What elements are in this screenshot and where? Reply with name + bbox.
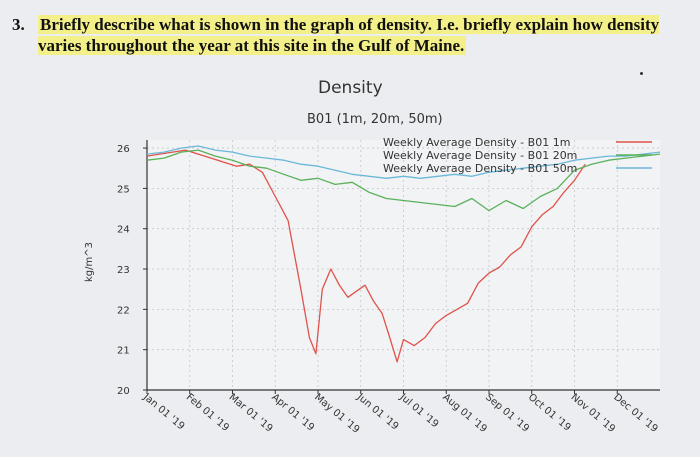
grid-lines [147, 140, 660, 390]
y-tick-label: 21 [117, 346, 130, 357]
x-tick-label: Mar 01 '19 [227, 392, 275, 435]
x-tick-label: Apr 01 '19 [269, 392, 316, 434]
x-tick-label: Oct 01 '19 [526, 392, 573, 434]
series-line-3 [146, 145, 661, 179]
y-tick-label: 23 [117, 265, 130, 276]
series-line-1 [146, 149, 586, 363]
x-tick-label: Jan 01 '19 [140, 391, 186, 432]
x-tick-label: Dec 01 '19 [611, 392, 659, 435]
question-number: 3. [12, 15, 25, 34]
legend-label-1: Weekly Average Density - B01 1m [383, 136, 570, 149]
legend-label-3: Weekly Average Density - B01 50m [383, 162, 577, 175]
series-line-2 [146, 149, 661, 212]
x-tick-label: Jul 01 '19 [397, 391, 441, 430]
x-tick-label: Feb 01 '19 [184, 392, 231, 434]
y-tick-label: 24 [117, 225, 130, 236]
x-tick-label: Nov 01 '19 [569, 392, 617, 435]
y-tick-label: 22 [117, 305, 130, 316]
y-axis-label: kg/m^3 [84, 242, 95, 282]
y-tick-label: 26 [117, 144, 130, 155]
legend-label-2: Weekly Average Density - B01 20m [383, 149, 577, 162]
series-lines [146, 145, 661, 363]
y-tick-label: 25 [117, 184, 130, 195]
question-text-wrapper: Briefly describe what is shown in the gr… [38, 14, 688, 56]
x-tick-label: May 01 '19 [312, 392, 361, 436]
chart-subtitle: B01 (1m, 20m, 50m) [307, 112, 443, 127]
x-tick-label: Sep 01 '19 [483, 392, 531, 435]
chart-title: Density [318, 78, 383, 98]
y-tick-label: 20 [117, 386, 130, 397]
y-ticks: 20 21 22 23 24 25 26 [117, 144, 147, 397]
x-tick-label: Aug 01 '19 [440, 392, 489, 435]
stray-dot [640, 72, 643, 75]
